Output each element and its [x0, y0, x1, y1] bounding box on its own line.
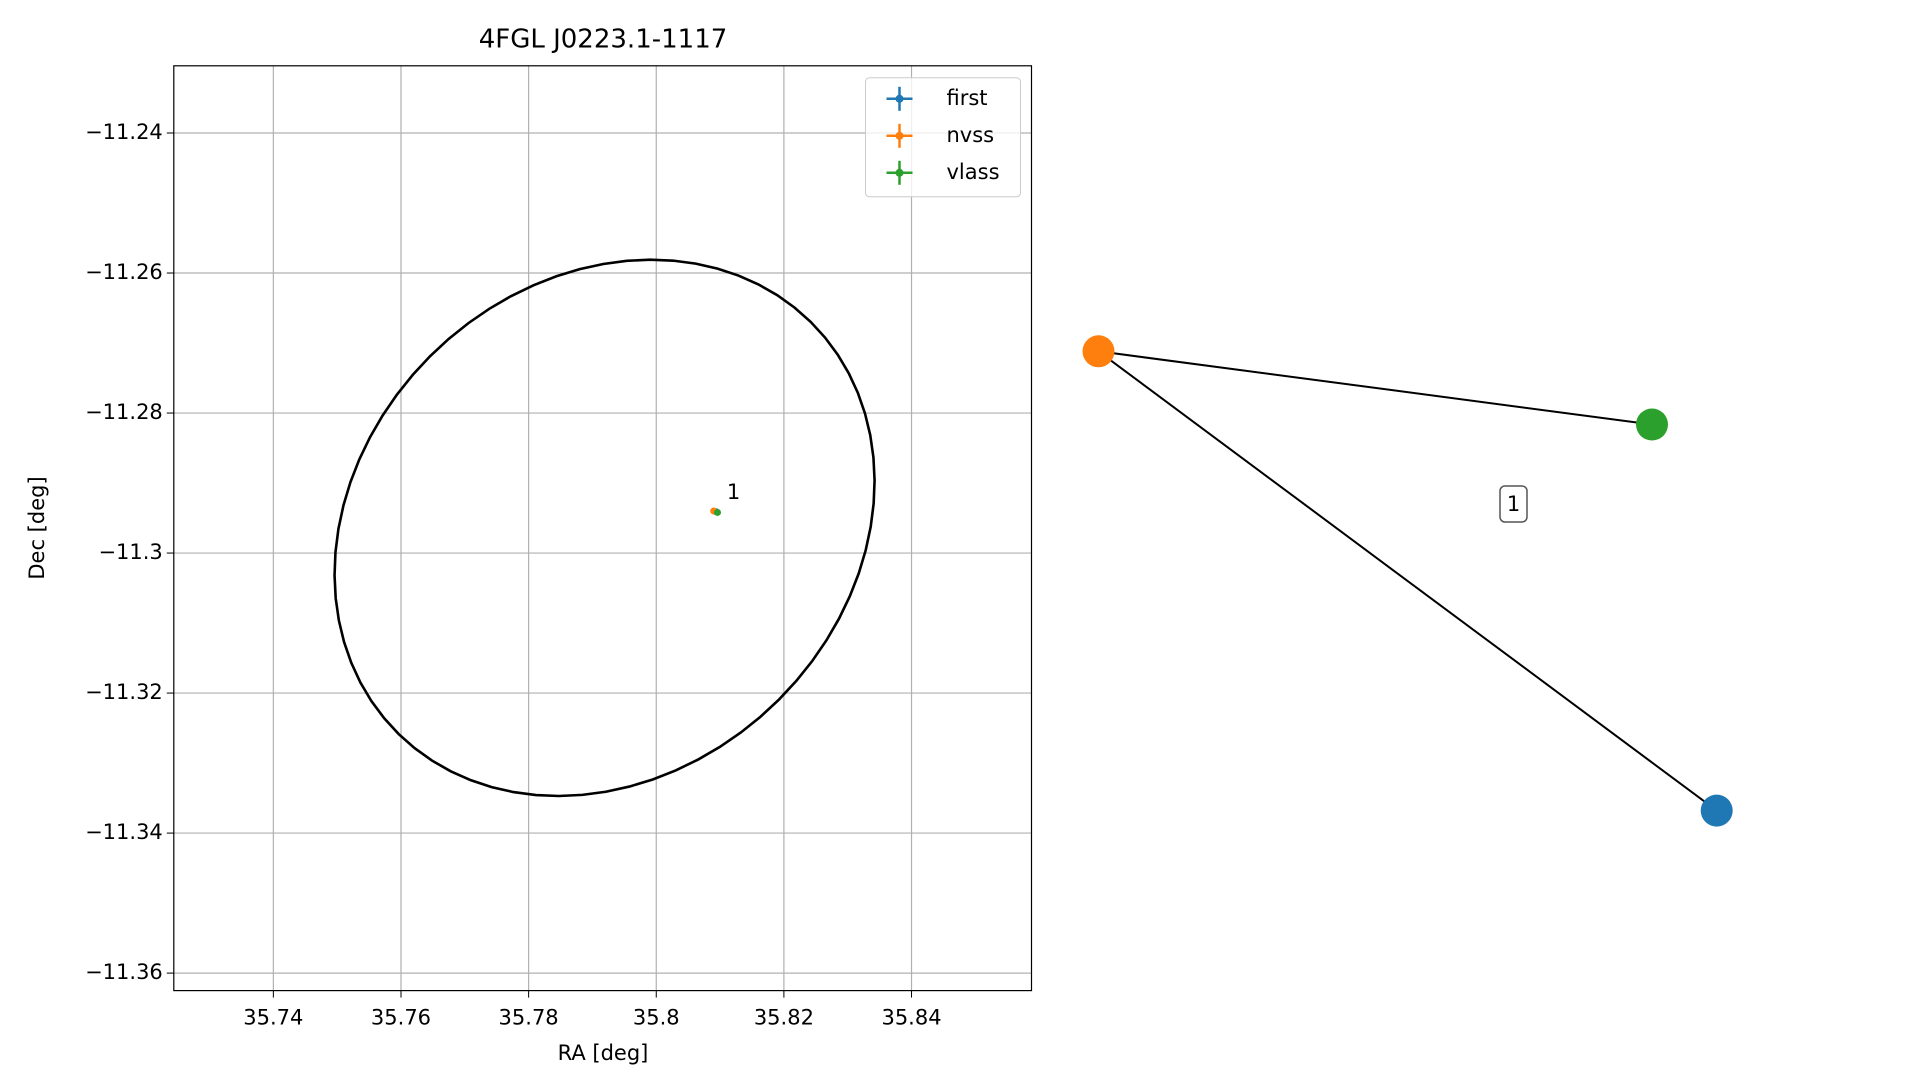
- y-axis-label: Dec [deg]: [25, 476, 49, 579]
- chart-title: 4FGL J0223.1-1117: [479, 25, 728, 55]
- graph-edge: [1097, 350, 1718, 812]
- legend-marker: [895, 131, 904, 140]
- y-tick-label: −11.32: [85, 680, 163, 704]
- y-tick-label: −11.28: [85, 400, 163, 424]
- x-tick-label: 35.74: [243, 1006, 303, 1030]
- graph-label-box: [1499, 485, 1528, 523]
- x-tick-label: 35.78: [499, 1006, 559, 1030]
- plot-frame: [173, 65, 1033, 992]
- y-tick-label: −11.26: [85, 260, 163, 284]
- x-tick-label: 35.76: [371, 1006, 431, 1030]
- graph-node: [1636, 408, 1668, 441]
- legend-box: [865, 77, 1021, 198]
- legend-label: vlass: [947, 160, 1000, 184]
- x-axis-label: RA [deg]: [558, 1041, 649, 1065]
- legend-label: nvss: [947, 123, 995, 147]
- legend-marker: [895, 168, 904, 177]
- x-tick-label: 35.8: [633, 1006, 680, 1030]
- graph-node: [1700, 794, 1733, 827]
- point: [714, 508, 722, 516]
- error-ellipse: [333, 258, 876, 798]
- annotation: 1: [727, 480, 740, 504]
- y-tick-label: −11.36: [85, 960, 163, 984]
- graph-node: [1082, 335, 1115, 368]
- x-tick-label: 35.84: [881, 1006, 941, 1030]
- y-tick-label: −11.34: [85, 820, 163, 844]
- graph-label: 1: [1507, 492, 1520, 516]
- graph-edge: [1098, 350, 1653, 426]
- x-tick-label: 35.82: [754, 1006, 814, 1030]
- y-tick-label: −11.24: [85, 120, 163, 144]
- y-tick-label: −11.3: [98, 540, 162, 564]
- legend-marker: [895, 94, 904, 103]
- legend-label: first: [947, 86, 988, 110]
